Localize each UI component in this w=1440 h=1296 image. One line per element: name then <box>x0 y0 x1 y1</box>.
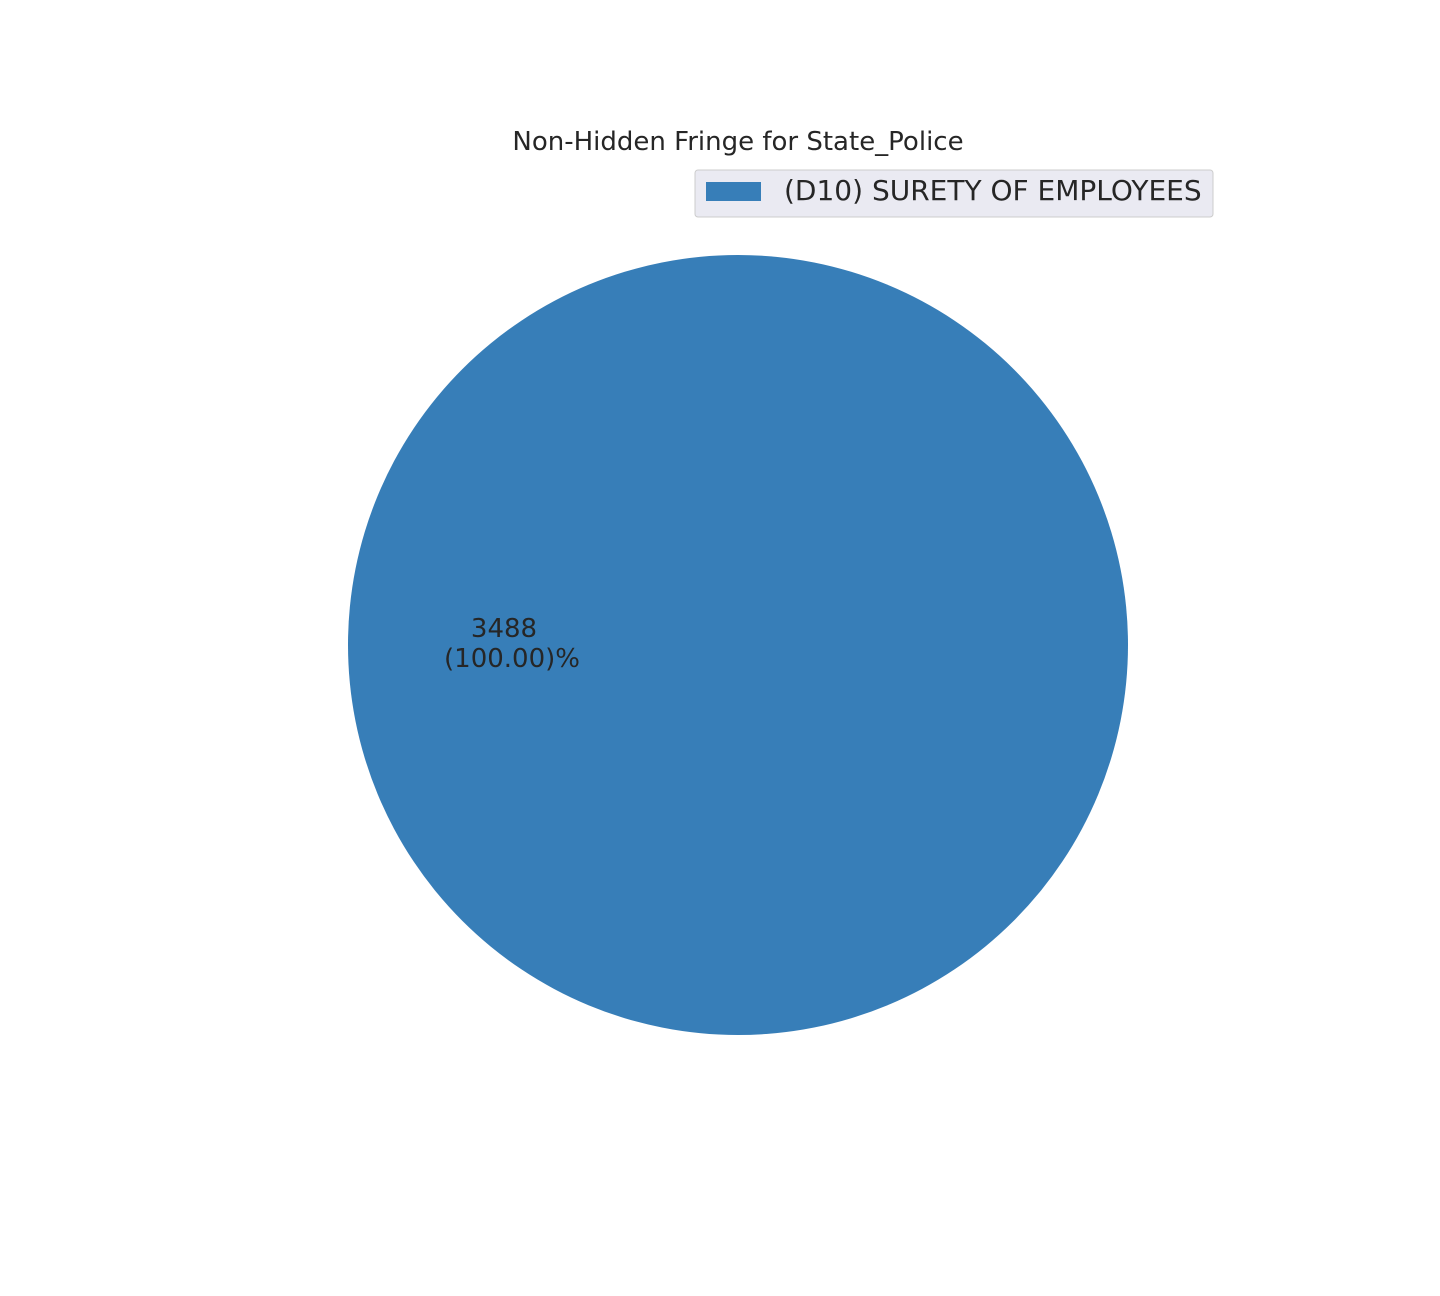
slice-percent-label: (100.00)% <box>444 644 580 674</box>
chart-title: Non-Hidden Fringe for State_Police <box>512 127 963 157</box>
pie-slice <box>348 255 1128 1035</box>
legend-items: (D10) SURETY OF EMPLOYEES <box>706 174 1202 207</box>
pie-slices <box>348 255 1128 1035</box>
slice-value-label: 3488 <box>471 614 537 644</box>
legend-swatch <box>706 182 761 201</box>
legend-frame <box>694 169 1214 218</box>
slice-labels: 3488 (100.00)% <box>444 614 580 674</box>
legend-label: (D10) SURETY OF EMPLOYEES <box>784 174 1202 207</box>
slice-label: 3488 (100.00)% <box>444 614 580 674</box>
legend: (D10) SURETY OF EMPLOYEES <box>694 169 1214 218</box>
